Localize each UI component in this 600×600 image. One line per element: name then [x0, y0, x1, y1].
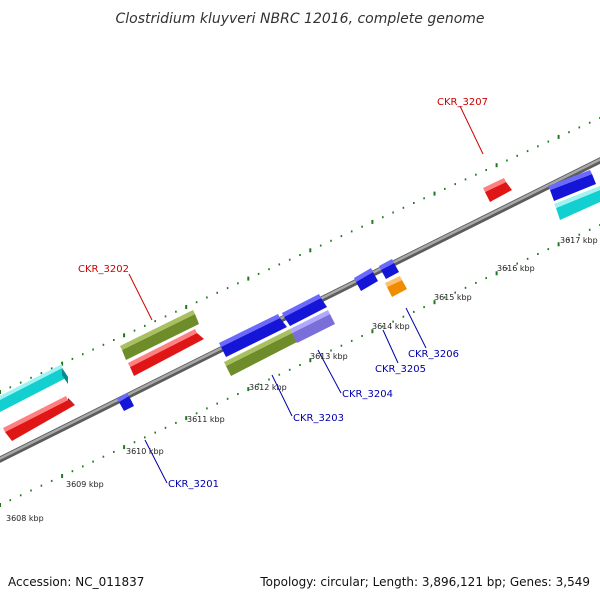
gene-label-ckr-3206[interactable]: CKR_3206: [408, 349, 459, 360]
footer-accession: Accession: NC_011837: [8, 575, 144, 589]
tick-label-3609: 3609 kbp: [66, 480, 104, 489]
gene-cyan-left[interactable]: [0, 364, 68, 412]
gene-red-left[interactable]: [3, 396, 75, 441]
tick-label-3615: 3615 kbp: [434, 293, 472, 302]
gene-blue-3204b[interactable]: [282, 294, 327, 326]
tick-label-3611: 3611 kbp: [187, 415, 225, 424]
gene-olive-3203[interactable]: [224, 329, 297, 376]
gene-label-ckr-3205[interactable]: CKR_3205: [375, 364, 426, 375]
gene-cyan-right[interactable]: [554, 186, 600, 220]
tick-label-3610: 3610 kbp: [126, 447, 164, 456]
gene-red-3207[interactable]: [483, 178, 512, 202]
tick-label-3617: 3617 kbp: [560, 236, 598, 245]
gene-label-ckr-3207[interactable]: CKR_3207: [437, 97, 488, 108]
gene-blue-3204a[interactable]: [219, 314, 287, 357]
tick-label-3608: 3608 kbp: [6, 514, 44, 523]
gene-label-ckr-3202[interactable]: CKR_3202: [78, 264, 129, 275]
gene-olive-3202[interactable]: [120, 310, 199, 360]
map-title: Clostridium kluyveri NBRC 12016, complet…: [115, 11, 484, 27]
gene-orange-3206[interactable]: [385, 276, 407, 297]
gene-lavender-3204[interactable]: [290, 310, 335, 343]
tick-label-3616: 3616 kbp: [497, 264, 535, 273]
gene-red-3202b[interactable]: [128, 329, 204, 376]
gene-label-ckr-3201[interactable]: CKR_3201: [168, 479, 219, 490]
tick-label-3612: 3612 kbp: [249, 383, 287, 392]
gene-label-ckr-3203[interactable]: CKR_3203: [293, 413, 344, 424]
gene-label-ckr-3204[interactable]: CKR_3204: [342, 389, 393, 400]
gene-blue-3201[interactable]: [117, 393, 134, 411]
tick-label-3613: 3613 kbp: [310, 352, 348, 361]
gene-blue-3205b[interactable]: [379, 259, 399, 279]
gene-blue-3205a[interactable]: [354, 268, 378, 291]
footer-summary: Topology: circular; Length: 3,896,121 bp…: [259, 575, 590, 589]
tick-track: [0, 117, 600, 507]
leader-lines: [128, 105, 484, 484]
gene-blue-right[interactable]: [548, 170, 596, 201]
tick-label-3614: 3614 kbp: [372, 322, 410, 331]
